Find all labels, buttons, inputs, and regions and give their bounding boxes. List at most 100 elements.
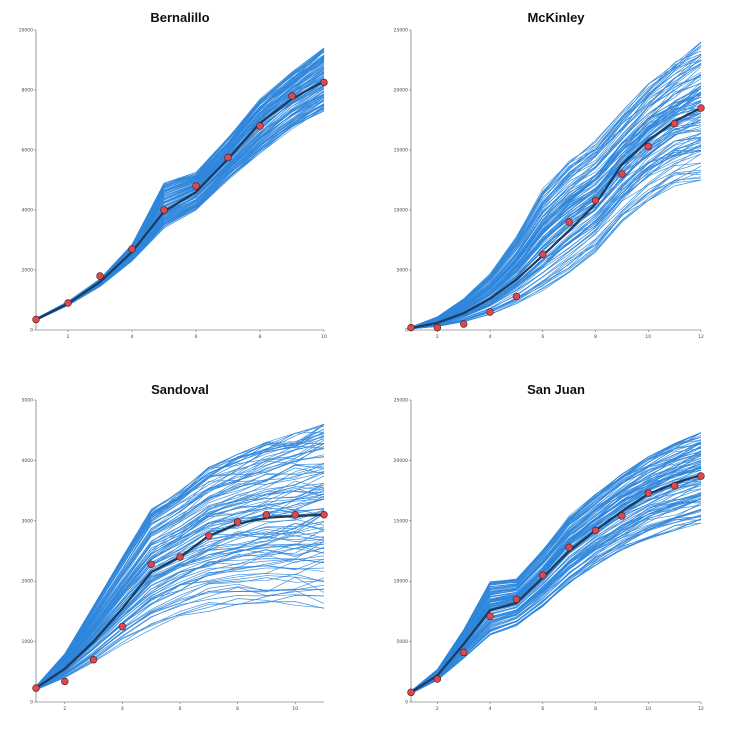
- x-tick-label: 2: [436, 706, 439, 712]
- simulation-line: [410, 119, 702, 329]
- x-tick-label: 10: [321, 334, 327, 340]
- chart-bernalillo: Bernalillo 0 2000 4000 6000 8000 10000 2 4 6 8 10: [19, 10, 328, 340]
- simulation-line: [35, 509, 325, 689]
- simulation-trajectories: [35, 423, 325, 691]
- y-tick-label: 0: [405, 328, 408, 334]
- simulation-line: [410, 145, 702, 329]
- simulation-line: [35, 573, 325, 690]
- simulation-line: [35, 431, 325, 687]
- simulation-line: [410, 522, 702, 694]
- simulation-line: [35, 551, 325, 690]
- observed-point: [291, 511, 299, 519]
- simulation-line: [410, 64, 702, 328]
- mean-trajectory-line: [410, 107, 702, 330]
- observed-point: [433, 323, 442, 332]
- observed-point: [644, 142, 652, 151]
- x-tick-label: 10: [645, 706, 651, 712]
- x-tick-label: 10: [292, 706, 298, 712]
- y-tick-label: 5000: [397, 639, 409, 645]
- y-tick-label: 10000: [394, 208, 408, 214]
- observed-point: [89, 656, 98, 664]
- simulation-line: [410, 119, 702, 329]
- simulation-line: [35, 508, 325, 689]
- simulation-line: [410, 119, 702, 329]
- simulation-line: [35, 594, 325, 690]
- observed-point: [262, 511, 271, 519]
- observed-point: [565, 543, 573, 552]
- simulation-line: [35, 586, 325, 690]
- simulation-line: [35, 93, 325, 321]
- observed-point: [591, 196, 600, 205]
- simulation-line: [410, 64, 702, 328]
- simulation-line: [410, 63, 702, 328]
- observed-point: [176, 553, 184, 561]
- observed-point: [32, 684, 40, 692]
- simulation-line: [410, 469, 702, 693]
- x-tick-label: 2: [67, 334, 70, 340]
- observed-point: [96, 272, 104, 280]
- observed-point: [512, 595, 521, 604]
- simulation-line: [35, 508, 325, 689]
- x-tick-label: 12: [698, 706, 704, 712]
- simulation-line: [410, 457, 702, 693]
- simulation-line: [410, 147, 702, 329]
- x-tick-label: 6: [541, 706, 544, 712]
- y-tick-label: 3000: [22, 518, 34, 524]
- simulation-trajectories: [410, 432, 702, 694]
- y-tick-label: 0: [30, 700, 33, 706]
- y-tick-label: 25000: [394, 28, 408, 34]
- simulation-line: [35, 442, 325, 688]
- x-tick-label: 4: [121, 706, 124, 712]
- observed-point: [486, 308, 494, 316]
- observed-point: [61, 677, 69, 686]
- observed-point: [407, 688, 415, 697]
- simulation-line: [410, 87, 702, 328]
- y-tick-label: 2000: [22, 268, 34, 274]
- observed-point: [512, 292, 521, 301]
- y-tick-label: 0: [405, 700, 408, 706]
- panel-sandoval: Sandoval 0 1000 2000 3000 4000 5000 2 4 6 8 10: [0, 367, 368, 734]
- simulation-line: [35, 494, 325, 688]
- observed-point: [565, 218, 573, 226]
- y-tick-label: 4000: [22, 208, 34, 214]
- chart-title: San Juan: [527, 382, 585, 397]
- observed-point: [670, 119, 679, 128]
- observed-point: [697, 104, 705, 112]
- observed-point: [128, 245, 136, 253]
- simulation-line: [410, 492, 702, 693]
- x-tick-label: 4: [489, 334, 492, 340]
- observed-point: [64, 299, 72, 307]
- observed-point: [644, 489, 652, 497]
- mean-trajectory-line: [35, 80, 325, 321]
- observed-point: [539, 571, 547, 579]
- simulation-line: [35, 480, 325, 688]
- observed-point: [224, 153, 232, 162]
- x-tick-label: 6: [179, 706, 182, 712]
- simulation-trajectories: [410, 41, 702, 330]
- y-tick-label: 0: [30, 328, 33, 334]
- observed-point: [460, 320, 468, 328]
- observed-point: [407, 323, 415, 332]
- observed-point: [118, 622, 127, 631]
- y-tick-label: 15000: [394, 148, 408, 154]
- simulation-line: [410, 495, 702, 694]
- simulation-line: [410, 502, 702, 694]
- y-tick-label: 6000: [22, 148, 34, 154]
- simulation-line: [410, 177, 702, 330]
- simulation-line: [410, 162, 702, 329]
- simulation-line: [35, 598, 325, 691]
- x-tick-label: 6: [541, 334, 544, 340]
- observed-point: [147, 560, 155, 568]
- y-tick-label: 1000: [22, 639, 34, 645]
- simulation-line: [35, 456, 325, 688]
- chart-title: Bernalillo: [150, 10, 209, 25]
- simulation-line: [410, 144, 702, 329]
- chart-title: McKinley: [527, 10, 585, 25]
- simulation-line: [410, 105, 702, 329]
- simulation-line: [410, 150, 702, 329]
- simulation-line: [410, 468, 702, 693]
- observed-point: [233, 518, 242, 526]
- y-tick-label: 2000: [22, 579, 34, 585]
- observed-points: [407, 472, 705, 697]
- simulation-line: [35, 105, 325, 321]
